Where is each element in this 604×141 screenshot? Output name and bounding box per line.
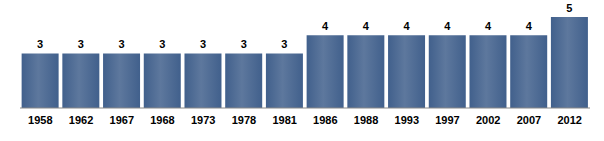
svg-text:2007: 2007 <box>517 114 541 126</box>
svg-text:1973: 1973 <box>191 114 215 126</box>
svg-text:3: 3 <box>281 38 287 50</box>
svg-text:4: 4 <box>444 20 451 32</box>
svg-text:1978: 1978 <box>232 114 256 126</box>
svg-text:1997: 1997 <box>435 114 459 126</box>
svg-text:3: 3 <box>118 38 124 50</box>
svg-text:1968: 1968 <box>150 114 174 126</box>
svg-text:5: 5 <box>566 2 572 14</box>
svg-text:1981: 1981 <box>272 114 296 126</box>
svg-text:3: 3 <box>78 38 84 50</box>
svg-text:1967: 1967 <box>110 114 134 126</box>
svg-text:4: 4 <box>485 20 492 32</box>
svg-text:2002: 2002 <box>476 114 500 126</box>
svg-text:2012: 2012 <box>557 114 581 126</box>
svg-text:3: 3 <box>37 38 43 50</box>
svg-text:3: 3 <box>159 38 165 50</box>
svg-text:4: 4 <box>526 20 533 32</box>
svg-text:1958: 1958 <box>28 114 52 126</box>
svg-text:3: 3 <box>241 38 247 50</box>
svg-text:4: 4 <box>403 20 410 32</box>
svg-text:3: 3 <box>200 38 206 50</box>
svg-text:1962: 1962 <box>69 114 93 126</box>
svg-text:1988: 1988 <box>354 114 378 126</box>
svg-text:4: 4 <box>363 20 370 32</box>
svg-text:1993: 1993 <box>395 114 419 126</box>
svg-text:1986: 1986 <box>313 114 337 126</box>
svg-text:4: 4 <box>322 20 329 32</box>
